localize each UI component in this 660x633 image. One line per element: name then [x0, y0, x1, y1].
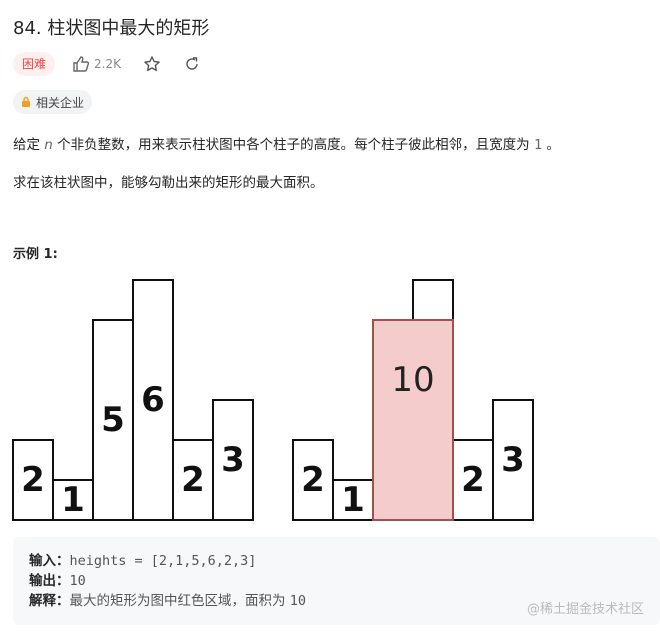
area-label: 10	[391, 360, 434, 400]
lock-icon	[22, 96, 30, 107]
bar-label: 1	[61, 480, 85, 520]
highlight-area	[372, 319, 454, 521]
bar	[292, 439, 334, 521]
bar	[332, 479, 374, 521]
share-button[interactable]	[183, 55, 201, 73]
input: heights = [2,1,5,6,2,3]	[69, 553, 257, 569]
explanation-value: 10	[289, 593, 307, 609]
difficulty-badge[interactable]: 困难	[13, 52, 55, 76]
output-label: 输出：	[29, 573, 70, 589]
text: 。	[542, 137, 560, 153]
bar-label: 2	[301, 460, 325, 500]
text: 给定	[13, 137, 45, 153]
code-var: n	[44, 137, 53, 153]
bar-label: 3	[501, 440, 525, 480]
output-line: 输出：10	[29, 571, 660, 591]
bar-label: 5	[101, 400, 125, 440]
explanation-line: 解释：最大的矩形为图中红色区域，面积为 10	[29, 591, 660, 611]
input-line: 输入：heights = [2,1,5,6,2,3]	[29, 551, 660, 571]
explanation: 最大的矩形为图中红色区域，面积为	[69, 593, 290, 609]
example-title: 示例 1:	[13, 247, 58, 262]
like-icon	[73, 56, 90, 72]
company-tag[interactable]: 相关企业	[13, 90, 93, 114]
bar-label: 6	[141, 380, 165, 420]
example-box: 输入：heights = [2,1,5,6,2,3] 输出：10 解释：最大的矩…	[13, 537, 660, 625]
bar-label: 2	[181, 460, 205, 500]
bar	[172, 439, 214, 521]
description-p2: 求在该柱状图中，能够勾勒出来的矩形的最大面积。	[13, 175, 324, 191]
code: 1	[533, 137, 543, 153]
bar	[12, 439, 54, 521]
bar-label: 2	[461, 460, 485, 500]
bar-label: 3	[221, 440, 245, 480]
text: 个非负整数，用来表示柱状图中各个柱子的高度。每个柱子彼此相邻，且宽度为	[52, 137, 534, 153]
bar-label: 1	[341, 480, 365, 520]
watermark: @稀土掘金技术社区	[526, 602, 644, 617]
favorite-button[interactable]	[143, 55, 161, 73]
input-label: 输入：	[29, 553, 70, 569]
like-count: 2.2K	[94, 57, 121, 71]
bar	[92, 319, 134, 521]
output: 10	[69, 573, 86, 589]
tag-text: 相关企业	[36, 95, 85, 110]
bar	[132, 279, 174, 521]
like-button[interactable]: 2.2K	[72, 52, 121, 76]
explanation-label: 解释：	[29, 593, 70, 609]
bar	[52, 479, 94, 521]
bar	[212, 399, 254, 521]
bar	[492, 399, 534, 521]
description-p1: 给定 n 个非负整数，用来表示柱状图中各个柱子的高度。每个柱子彼此相邻，且宽度为…	[13, 133, 560, 153]
example-figure: 2 15 62 3 2 1 2 310	[12, 279, 534, 521]
problem-title: 84. 柱状图中最大的矩形	[13, 18, 210, 39]
bar-label: 2	[21, 460, 45, 500]
